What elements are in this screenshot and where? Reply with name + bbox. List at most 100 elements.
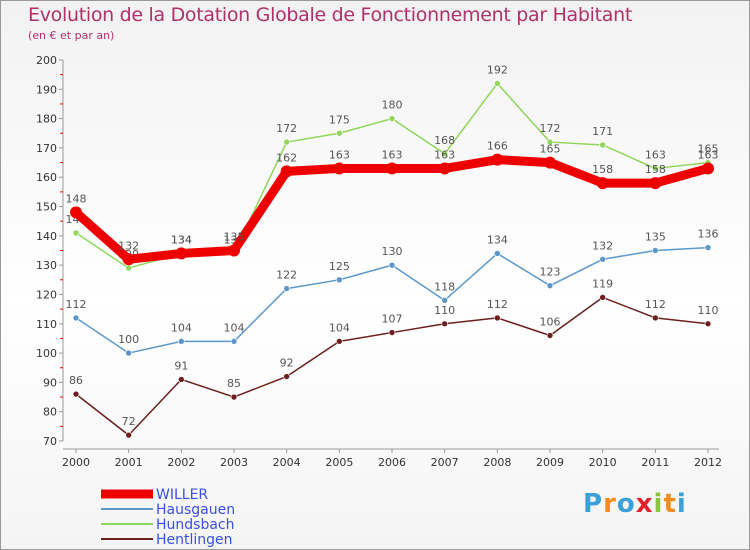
data-point — [441, 320, 448, 328]
y-tick-label: 180 — [36, 113, 57, 126]
data-point — [441, 150, 448, 158]
data-label: 168 — [434, 134, 455, 147]
data-point — [283, 138, 290, 146]
data-point — [388, 329, 396, 336]
data-point — [125, 349, 132, 357]
data-label: 91 — [174, 359, 188, 372]
x-tick-label: 2009 — [536, 456, 564, 469]
x-tick-label: 2012 — [694, 456, 722, 469]
y-tick-label: 120 — [36, 288, 57, 301]
data-label: 110 — [698, 304, 719, 317]
data-label: 130 — [382, 245, 403, 258]
chart-subtitle: (en € et par an) — [28, 29, 115, 42]
y-tick-label: 80 — [43, 406, 57, 419]
data-point — [599, 255, 606, 263]
data-point — [388, 261, 396, 269]
data-point — [546, 282, 554, 289]
logo-letter: i — [653, 489, 664, 519]
data-point — [544, 156, 556, 169]
x-tick-label: 2006 — [378, 456, 406, 469]
data-point — [283, 373, 290, 380]
x-tick-label: 2001 — [115, 456, 143, 469]
logo-letter: o — [616, 489, 636, 519]
data-point — [178, 338, 185, 345]
data-point — [546, 332, 554, 339]
data-label: 134 — [487, 233, 508, 246]
data-point — [230, 393, 238, 401]
data-point — [230, 338, 238, 345]
data-point — [652, 165, 659, 172]
data-point — [283, 285, 290, 292]
data-label: 172 — [276, 122, 297, 135]
legend-label-hausgauen: Hausgauen — [156, 502, 235, 518]
data-label: 104 — [329, 321, 350, 334]
data-point — [178, 376, 185, 383]
data-point — [280, 165, 293, 178]
data-label: 112 — [66, 298, 87, 311]
data-label: 107 — [382, 313, 403, 326]
data-label: 158 — [592, 163, 613, 176]
legend-label-hentlingen: Hentlingen — [156, 532, 233, 548]
data-point — [704, 244, 712, 251]
data-point — [599, 294, 606, 301]
data-label: 134 — [171, 233, 192, 246]
legend-label-hundsbach: Hundsbach — [156, 517, 235, 533]
y-tick-label: 160 — [36, 171, 57, 184]
logo-letter: t — [663, 489, 677, 519]
y-tick-label: 90 — [43, 376, 57, 389]
data-label: 162 — [276, 151, 297, 164]
logo-letter: i — [676, 489, 687, 519]
data-point — [386, 162, 398, 175]
data-label: 104 — [224, 321, 245, 334]
data-point — [494, 314, 501, 322]
data-label: 192 — [487, 63, 508, 76]
y-tick-label: 110 — [36, 318, 57, 331]
data-label: 110 — [434, 304, 455, 317]
data-point — [175, 247, 188, 260]
data-point — [388, 115, 396, 122]
data-label: 132 — [592, 239, 613, 252]
data-label: 132 — [118, 239, 139, 252]
data-point — [596, 177, 609, 190]
x-tick-label: 2004 — [273, 456, 301, 469]
data-point — [438, 162, 451, 175]
data-point — [494, 80, 501, 87]
y-tick-label: 140 — [36, 230, 57, 243]
x-tick-label: 2010 — [589, 456, 617, 469]
data-point — [336, 129, 343, 137]
data-label: 86 — [69, 374, 83, 387]
data-label: 165 — [698, 143, 719, 156]
data-label: 166 — [487, 140, 508, 153]
data-point — [649, 177, 662, 190]
data-label: 100 — [118, 333, 139, 346]
data-point — [336, 338, 343, 345]
chart-title: Evolution de la Dotation Globale de Fonc… — [28, 4, 633, 26]
data-label: 104 — [171, 321, 192, 334]
y-tick-label: 200 — [36, 54, 57, 67]
logo-letter: P — [583, 489, 604, 519]
data-label: 163 — [645, 148, 666, 161]
data-point — [652, 314, 659, 322]
y-tick-label: 100 — [36, 347, 57, 360]
data-point — [122, 253, 135, 266]
data-label: 158 — [645, 163, 666, 176]
data-label: 125 — [329, 260, 350, 273]
data-point — [599, 141, 606, 149]
data-label: 175 — [329, 113, 350, 126]
logo-letter: x — [635, 489, 654, 519]
x-tick-label: 2007 — [431, 456, 459, 469]
data-label: 106 — [540, 315, 561, 328]
x-tick-label: 2005 — [325, 456, 353, 469]
x-tick-label: 2008 — [483, 456, 511, 469]
data-label: 172 — [540, 122, 561, 135]
data-label: 171 — [592, 125, 613, 138]
data-label: 135 — [645, 231, 666, 244]
data-point — [125, 264, 132, 272]
data-point — [72, 390, 80, 398]
data-point — [441, 297, 448, 304]
x-tick-label: 2003 — [220, 456, 248, 469]
legend-label-willer: WILLER — [156, 487, 208, 503]
data-label: 123 — [540, 266, 561, 279]
